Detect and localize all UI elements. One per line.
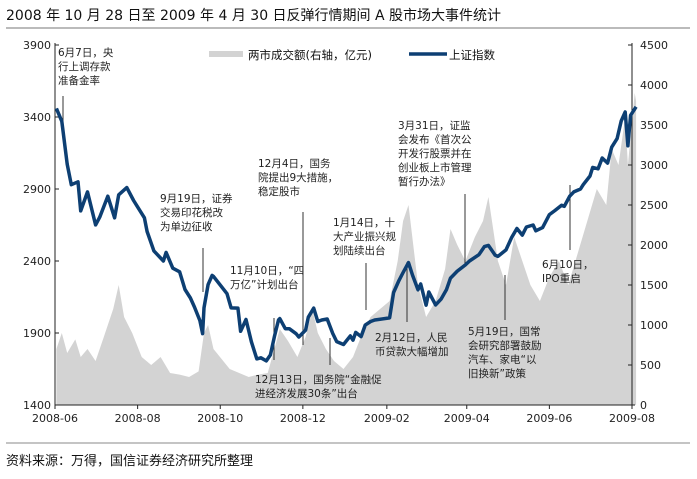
right-tick-label: 1000 [640,319,668,332]
left-tick-label: 1900 [23,327,51,340]
annotation-text: 会发布《首次公 [398,133,472,146]
x-tick-label: 2008-10 [197,412,243,425]
left-tick-label: 3400 [23,111,51,124]
legend-volume-swatch [209,51,243,57]
annotation-text: 进经济发展30条”出台 [255,387,358,400]
annotation-text: 5月19日，国常 [468,325,541,338]
annotation-text: 万亿”计划出台 [230,278,298,291]
chart-title: 2008 年 10 月 28 日至 2009 年 4 月 30 日反弹行情期间 … [6,7,501,24]
annotation-text: 稳定股市 [258,185,300,198]
right-tick-label: 1500 [640,279,668,292]
right-tick-label: 0 [640,399,647,412]
right-tick-label: 4000 [640,79,668,92]
right-tick-label: 4500 [640,39,668,52]
right-tick-label: 500 [640,359,661,372]
x-tick-label: 2008-08 [115,412,161,425]
annotation-text: 旧换新”政策 [468,367,526,380]
annotation-text: 6月10日， [542,259,594,271]
annotation-text: 为单边征收 [160,220,213,233]
annotation-text: 币贷款大幅增加 [375,345,449,358]
x-tick-label: 2009-08 [609,412,655,425]
x-tick-label: 2009-06 [526,412,572,425]
annotation-text: 1月14日，十 [333,216,395,229]
x-tick-label: 2008-06 [32,412,78,425]
annotation-text: 院提出9大措施， [258,171,338,184]
annotation-text: 行上调存款 [58,60,111,73]
annotation-text: 汽车、家电“以 [468,353,537,366]
annotation-text: 3月31日，证监 [398,119,471,132]
x-tick-label: 2009-02 [364,412,410,425]
annotation-text: 会研究部署鼓励 [468,339,542,352]
right-tick-label: 3000 [640,159,668,172]
legend-index-label: 上证指数 [449,48,495,62]
annotation-text: 11月10日，“四 [230,265,304,277]
annotation-text: 12月13日，国务院“金融促 [255,373,382,386]
annotation-text: 暂行办法》 [398,175,451,188]
x-tick-label: 2008-12 [280,412,326,425]
source-note: 资料来源：万得，国信证券经济研究所整理 [6,453,253,469]
annotation-text: 9月19日，证券 [160,192,233,205]
annotation-text: 12月4日，国务 [258,157,331,170]
right-tick-label: 2000 [640,239,668,252]
right-tick-label: 2500 [640,199,668,212]
annotation-text: 交易印花税改 [160,206,223,219]
legend: 两市成交额(右轴，亿元) 上证指数 [209,48,495,62]
x-tick-label: 2009-04 [444,412,490,425]
annotation-text: 准备金率 [58,74,100,87]
annotation-text: 6月7日，央 [58,46,114,59]
left-tick-label: 2400 [23,255,51,268]
annotation-text: IPO重启 [542,272,581,285]
plot-area: 1400 1900 2400 2900 3400 3900 0 500 1000 1500 2000… [23,39,668,425]
legend-volume-label: 两市成交额(右轴，亿元) [248,48,372,62]
left-tick-label: 3900 [23,39,51,52]
annotation-text: 大产业振兴规 [333,230,396,243]
annotation-text: 创业板上市管理 [398,161,472,174]
left-tick-label: 1400 [23,399,51,412]
annotation-text: 开发行股票并在 [398,147,472,160]
annotation-text: 2月12日，人民 [375,332,448,344]
left-tick-label: 2900 [23,183,51,196]
annotation-text: 划陆续出台 [333,244,386,257]
right-tick-label: 3500 [640,119,668,132]
